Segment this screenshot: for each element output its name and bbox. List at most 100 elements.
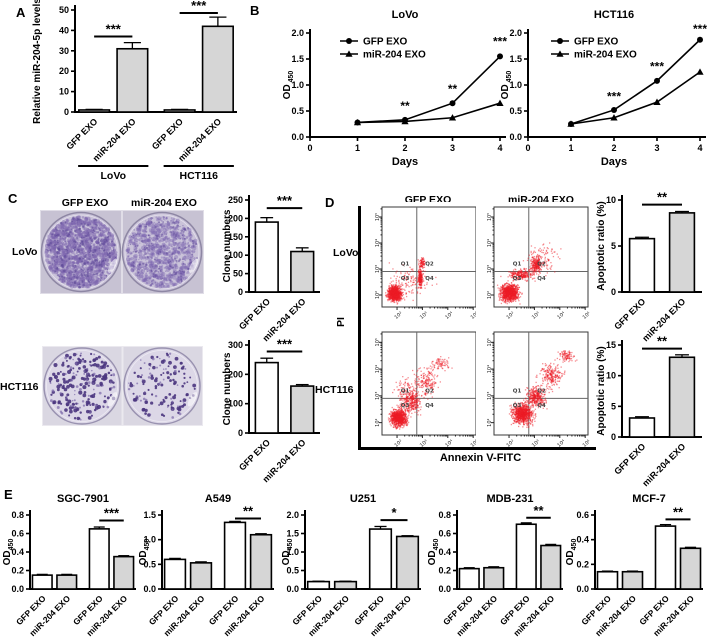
panel-c-col-title-gfp: GFP EXO: [61, 197, 109, 209]
y-tick-label: 0.4: [11, 547, 24, 557]
bar: [116, 47, 149, 113]
flow-plot-lovo-gfp: [366, 202, 480, 320]
y-tick-label: 0.2: [438, 566, 451, 576]
y-axis-label: Clone numbers: [222, 209, 233, 282]
bar: [31, 574, 53, 590]
x-tick-label: 3: [654, 143, 659, 153]
panel-label-e: E: [4, 487, 13, 502]
category-label: miR-204 EXO: [640, 441, 687, 488]
significance-label: ***: [650, 59, 664, 73]
legend-label: GFP EXO: [574, 37, 618, 48]
y-tick-label: 0.5: [509, 106, 522, 116]
y-tick-label: 0: [238, 287, 243, 297]
y-axis-label: Relative miR-204-5p levels: [32, 0, 43, 124]
y-tick-label: 0.0: [11, 584, 24, 594]
bar: [628, 237, 656, 293]
x-axis-label: Days: [601, 156, 627, 168]
bar: [654, 525, 677, 590]
panel-d-row-label-lovo: LoVo: [333, 247, 359, 259]
y-tick-label: 1.0: [509, 80, 522, 90]
y-tick-label: 5: [611, 401, 616, 411]
bar: [113, 555, 135, 590]
category-label: GFP EXO: [64, 116, 99, 151]
y-tick-label: 0.0: [438, 584, 451, 594]
y-tick-label: 50: [59, 5, 69, 15]
bar: [290, 385, 315, 434]
y-tick-label: 1.0: [143, 535, 156, 545]
significance-label: ***: [607, 90, 621, 104]
y-tick-label: 0: [611, 432, 616, 442]
y-tick-label: 30: [59, 46, 69, 56]
y-tick-label: 1.5: [291, 54, 304, 64]
panel-c-col-title-mir: miR-204 EXO: [131, 197, 197, 209]
y-tick-label: 100: [228, 399, 243, 409]
legend-label: miR-204 EXO: [574, 50, 637, 61]
y-tick-label: 50: [233, 269, 243, 279]
significance-label: ***: [493, 34, 507, 48]
y-tick-label: 0.6: [11, 529, 24, 539]
y-tick-label: 0: [611, 287, 616, 297]
bar: [163, 558, 187, 590]
y-tick-label: 10: [59, 87, 69, 97]
bar: [88, 528, 110, 590]
panel-b-hct116-line-chart: HCT116 0.0 0.5 1.0 1.5 2.0 0 1 2 3 4 Days OD 450 GFP …: [500, 9, 707, 168]
y-tick-label: 0.0: [291, 132, 304, 142]
panel-label-c: C: [8, 191, 18, 206]
y-axis-label: Clone numbers: [222, 352, 233, 425]
series-line: [570, 39, 701, 125]
y-tick-label: 20: [59, 66, 69, 76]
panel-a-bar-chart: 0 10 20 30 40 50 Relative miR-204-5p levels ***…: [32, 0, 237, 182]
chart-title: U251: [350, 493, 376, 505]
pi-axis-label: PI: [334, 317, 347, 327]
y-tick-label: 1.5: [143, 510, 156, 520]
bar: [333, 580, 358, 590]
y-tick-label: 1.5: [286, 529, 299, 539]
y-tick-label: 0.5: [291, 106, 304, 116]
significance-label: *: [391, 505, 397, 520]
x-tick-label: 0: [307, 143, 312, 153]
y-tick-label: 0.0: [143, 584, 156, 594]
bar: [78, 109, 111, 113]
series-line: [357, 102, 501, 124]
y-tick-label: 200: [228, 369, 243, 379]
significance-label: ***: [277, 193, 293, 208]
y-tick-label: 0.6: [576, 510, 589, 520]
panel-d-row-label-hct116: HCT116: [315, 384, 354, 396]
x-tick-label: 1: [568, 143, 573, 153]
y-tick-label: 0.0: [509, 132, 522, 142]
y-tick-label: 0.8: [438, 510, 451, 520]
x-tick-label: 4: [497, 143, 502, 153]
bar: [668, 356, 696, 438]
y-tick-label: 10: [606, 371, 616, 381]
y-tick-label: 1.5: [509, 54, 522, 64]
colony-plate-photo-hct116: [42, 346, 203, 426]
bar: [254, 361, 279, 434]
significance-label: **: [657, 190, 668, 205]
x-axis-label: Days: [392, 156, 418, 168]
y-tick-label: 0.6: [438, 529, 451, 539]
group-label: HCT116: [179, 170, 218, 182]
y-tick-label: 0: [64, 107, 69, 117]
y-tick-label: 0: [238, 428, 243, 438]
significance-label: ***: [277, 336, 293, 351]
chart-title: MDB-231: [486, 493, 533, 505]
significance-label: ***: [693, 22, 707, 36]
bar: [163, 109, 196, 113]
y-tick-label: 2.0: [509, 28, 522, 38]
colony-plate-photo-lovo: [40, 210, 204, 294]
bar: [596, 570, 619, 590]
panel-c-row-label-lovo: LoVo: [12, 246, 38, 258]
category-label: GFP EXO: [612, 296, 647, 331]
y-axis-label: Apoptotic ratio (%): [596, 201, 607, 290]
y-tick-label: 15: [606, 340, 616, 350]
y-tick-label: 250: [228, 195, 243, 205]
y-tick-label: 300: [228, 340, 243, 350]
y-tick-label: 0.4: [576, 535, 589, 545]
bar: [189, 562, 213, 590]
